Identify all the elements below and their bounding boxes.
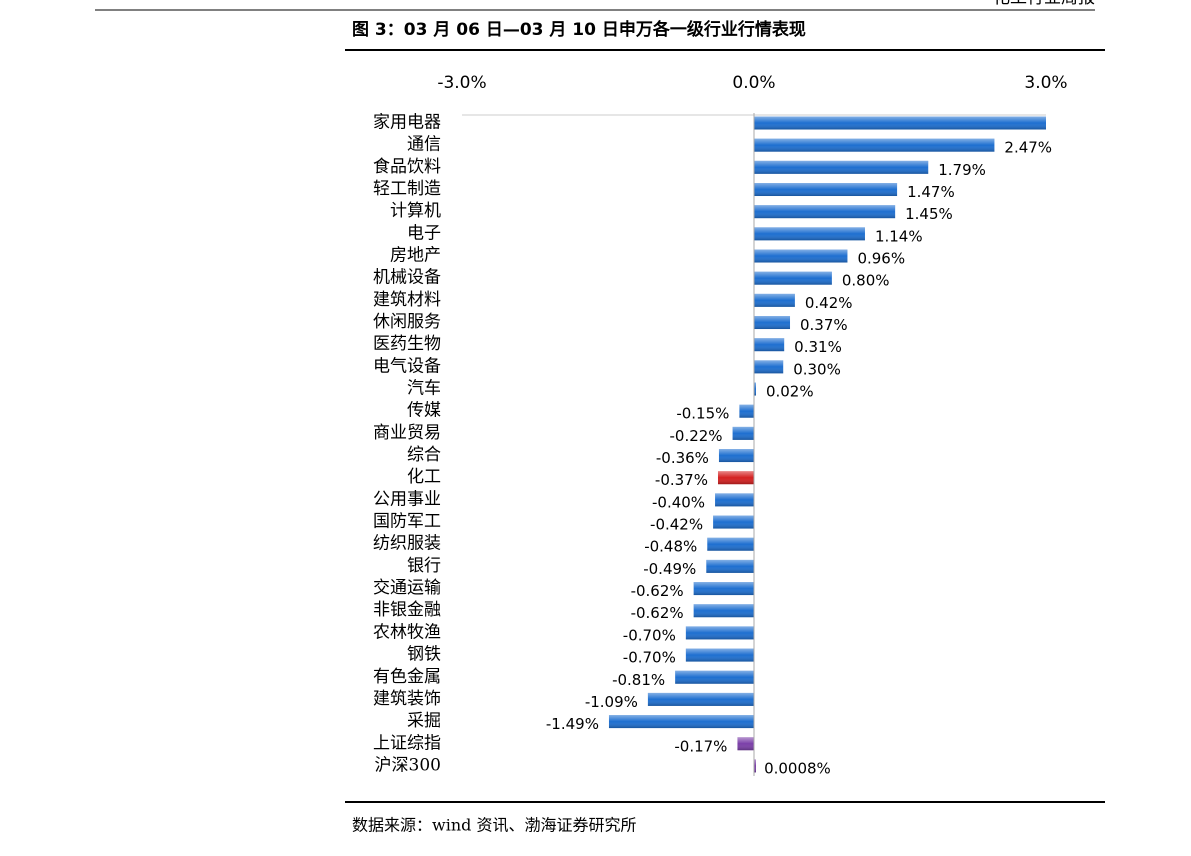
- bar-shade: [706, 559, 754, 573]
- source: 数据来源：wind 资讯、渤海证券研究所: [352, 816, 636, 835]
- bar-shade: [754, 160, 929, 174]
- value-label: 1.79%: [938, 161, 986, 179]
- value-label: 0.96%: [857, 250, 905, 268]
- header-text: 化工行业周报: [993, 0, 1095, 8]
- category-label: 综合: [407, 445, 441, 465]
- category-label: 上证综指: [373, 733, 441, 753]
- bar-shade: [754, 227, 865, 241]
- bar-shade: [693, 604, 754, 618]
- value-label: -0.40%: [652, 493, 705, 511]
- bar-shade: [737, 737, 754, 751]
- value-label: 1.14%: [875, 227, 923, 245]
- category-label: 休闲服务: [373, 312, 441, 332]
- bar-shade: [718, 449, 754, 463]
- bar-shade: [754, 360, 784, 374]
- value-label: -0.81%: [612, 671, 665, 689]
- category-label: 通信: [407, 135, 441, 155]
- value-label: -0.70%: [623, 626, 676, 644]
- value-label: 1.47%: [907, 183, 955, 201]
- value-label: -0.15%: [676, 405, 729, 423]
- bar-shade: [647, 692, 754, 706]
- category-label: 采掘: [407, 711, 441, 731]
- bar-shade: [693, 582, 754, 596]
- value-label: -0.42%: [650, 516, 703, 534]
- category-label: 电子: [407, 223, 441, 243]
- category-label: 沪深300: [375, 755, 441, 775]
- bar-shade: [707, 537, 754, 551]
- value-label: -0.70%: [623, 649, 676, 667]
- value-label: -0.62%: [631, 604, 684, 622]
- category-label: 钢铁: [407, 645, 441, 665]
- bar-shade: [717, 471, 754, 485]
- bar-shade: [754, 116, 1046, 130]
- value-label: -0.62%: [631, 582, 684, 600]
- category-label: 建筑材料: [373, 290, 441, 310]
- x-tick-label: 3.0%: [1024, 73, 1067, 93]
- category-label: 交通运输: [373, 578, 441, 598]
- x-tick-label: 0.0%: [732, 73, 775, 93]
- bar-shade: [754, 138, 995, 152]
- value-label: 0.37%: [800, 316, 848, 334]
- value-label: 0.0008%: [764, 759, 831, 777]
- category-label: 公用事业: [373, 489, 441, 509]
- value-label: -0.49%: [643, 560, 696, 578]
- value-label: -1.09%: [585, 693, 638, 711]
- bar-shade: [754, 293, 795, 307]
- bar-shade: [675, 670, 754, 684]
- value-label: 0.42%: [805, 294, 853, 312]
- category-label: 计算机: [390, 201, 441, 221]
- bar-shade: [754, 183, 898, 197]
- value-label: -0.36%: [656, 449, 709, 467]
- category-label: 纺织服装: [373, 534, 441, 554]
- category-label: 电气设备: [373, 356, 441, 376]
- bar-shade: [754, 759, 756, 773]
- bar-shade: [754, 205, 896, 219]
- bar-shade: [739, 404, 754, 418]
- value-label: -1.49%: [546, 715, 599, 733]
- bar-shade: [685, 648, 754, 662]
- bar-shade: [685, 626, 754, 640]
- bar-shade: [754, 271, 832, 285]
- category-label: 银行: [407, 556, 441, 576]
- category-label: 农林牧渔: [373, 622, 441, 642]
- bar-shade: [732, 426, 754, 440]
- value-label: 2.47%: [1004, 139, 1052, 157]
- bar-shade: [713, 515, 754, 529]
- value-label: 0.80%: [842, 272, 890, 290]
- category-label: 非银金融: [373, 600, 441, 620]
- value-label: 0.31%: [794, 338, 842, 356]
- value-label: 0.30%: [793, 360, 841, 378]
- value-label: 1.45%: [905, 205, 953, 223]
- category-label: 食品饮料: [373, 157, 441, 177]
- bar-shade: [754, 249, 848, 263]
- value-label: -0.48%: [644, 538, 697, 556]
- value-label: -0.37%: [655, 471, 708, 489]
- category-label: 商业贸易: [373, 423, 441, 443]
- category-label: 国防军工: [373, 512, 441, 532]
- category-label: 轻工制造: [373, 179, 441, 199]
- category-label: 化工: [407, 467, 441, 487]
- category-label: 汽车: [407, 379, 441, 399]
- value-label: -0.22%: [670, 427, 723, 445]
- value-label: 0.02%: [766, 383, 814, 401]
- category-label: 家用电器: [373, 113, 441, 133]
- value-label: -0.17%: [674, 737, 727, 755]
- category-label: 房地产: [390, 246, 441, 266]
- bar-shade: [754, 382, 756, 396]
- category-label: 传媒: [407, 401, 441, 421]
- chart-title: 图 3：03 月 06 日—03 月 10 日申万各一级行业行情表现: [352, 19, 806, 40]
- x-tick-label: -3.0%: [437, 73, 486, 93]
- bar-shade: [715, 493, 754, 507]
- bar-shade: [608, 715, 754, 729]
- category-label: 有色金属: [373, 667, 441, 687]
- bar-shade: [754, 316, 791, 330]
- category-label: 建筑装饰: [373, 689, 441, 709]
- category-label: 医药生物: [373, 334, 441, 354]
- category-label: 机械设备: [373, 268, 441, 288]
- bar-shade: [754, 338, 785, 352]
